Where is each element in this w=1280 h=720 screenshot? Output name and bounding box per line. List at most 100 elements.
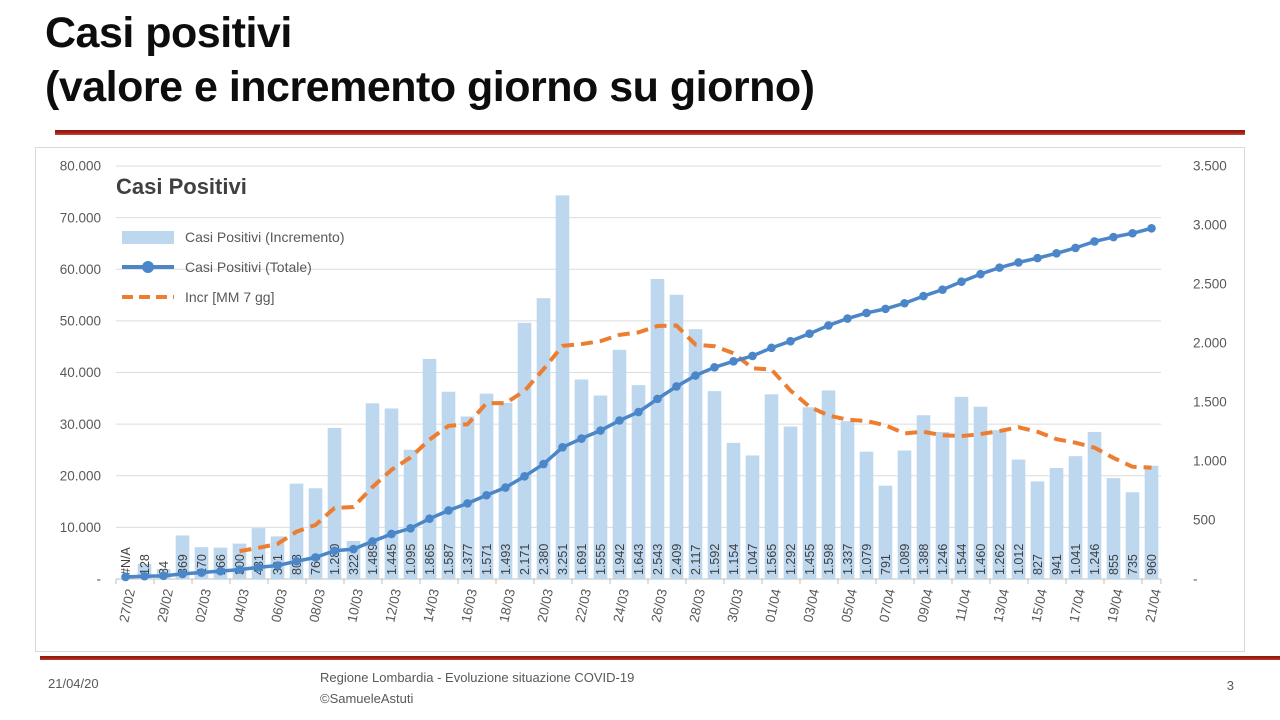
bar-value-label: 855 [1107,554,1121,575]
chart-legend: Casi Positivi (Incremento) Casi Positivi… [122,222,345,312]
x-axis-label: 29/02 [154,587,176,623]
totale-marker [273,561,282,570]
totale-marker [1033,253,1042,263]
x-axis-label: 22/03 [572,587,594,623]
totale-marker [539,459,548,469]
left-axis-label: 30.000 [60,417,101,432]
bar-value-label: 322 [347,554,361,575]
bar-value-label: 791 [879,554,893,575]
increment-bar [1011,459,1026,579]
x-axis-label: 06/03 [268,587,290,623]
increment-bar [1049,467,1064,579]
x-axis-label: 15/04 [1028,587,1050,624]
bar-value-label: 1.246 [1088,544,1102,575]
totale-marker [957,277,966,286]
x-axis-label: 16/03 [458,587,480,623]
chart-title: Casi Positivi [116,174,247,199]
footer-date: 21/04/20 [48,676,99,691]
bar-value-label: 1.493 [499,544,513,575]
x-axis-label: 03/04 [800,587,822,624]
increment-bar [726,442,741,579]
x-axis-label: 04/03 [230,587,252,623]
bar-value-label: 1.643 [632,544,646,575]
increment-bar [1068,456,1083,579]
left-axis-label: 50.000 [60,314,101,329]
page-number: 3 [1226,678,1234,693]
totale-marker [444,506,453,515]
totale-marker [558,442,567,452]
totale-marker [425,514,434,523]
increment-bar [1106,478,1121,579]
increment-bar [1144,465,1159,579]
mm7-line [239,323,1152,554]
increment-bar [1087,431,1102,579]
bar-value-label: 1.154 [727,544,741,575]
totale-marker [748,351,757,361]
increment-bar [479,393,494,579]
totale-marker [615,416,624,425]
bar-value-label: 735 [1126,554,1140,575]
bar-value-label: 1.544 [955,544,969,575]
totale-marker [368,537,377,546]
totale-marker [1071,243,1080,253]
increment-bar [422,358,437,579]
totale-marker [862,308,871,318]
bar-value-label: 1.587 [442,544,456,575]
totale-marker [178,569,187,579]
left-axis-label: 80.000 [60,159,101,174]
legend-label-totale: Casi Positivi (Totale) [185,259,312,275]
right-axis-label: 2.000 [1193,336,1227,351]
bar-value-label: 1.246 [936,544,950,575]
bar-value-label: 84 [157,561,171,575]
increment-bar [327,427,342,579]
plot-area: 80.000 70.000 60.000 50.000 40.000 30.000 20.0… [60,159,1227,624]
left-axis-label: 40.000 [60,365,101,380]
page-title: Casi positivi (valore e incremento giorn… [45,6,815,114]
x-axis-label: 13/04 [990,587,1012,624]
increment-bar [954,396,969,579]
bar-value-label: 1.047 [746,544,760,575]
increment-bar [1030,481,1045,579]
totale-marker [349,544,358,554]
page-title-line-1: Casi positivi [45,9,292,57]
totale-marker [672,382,681,391]
x-axis-label: 17/04 [1066,587,1088,624]
bar-value-label: 1.460 [974,544,988,575]
x-axis-label: 20/03 [534,587,556,623]
right-axis-label: - [1193,572,1198,587]
totale-marker [159,571,168,581]
legend-item-totale: Casi Positivi (Totale) [122,252,345,282]
bar-value-label: 2.117 [689,545,703,575]
totale-marker [596,426,605,435]
bar-value-label: #N/A [119,547,133,575]
bar-value-label: 1.262 [993,544,1007,575]
x-axis-label: 18/03 [496,587,518,623]
totale-marker [292,557,301,566]
totale-marker [311,553,320,562]
increment-bar [745,455,760,579]
totale-marker [577,434,586,443]
bar-value-label: 2.409 [670,544,684,575]
totale-marker [197,568,206,577]
bar-value-label: 3.251 [556,544,570,575]
bar-value-label: 960 [1145,554,1159,575]
bar-value-label: 128 [138,554,152,575]
right-axis-label: 3.000 [1193,218,1227,233]
totale-marker [235,565,244,574]
totale-marker [938,285,947,294]
bar-value-label: 1.041 [1069,544,1083,575]
x-axis-label: 27/02 [116,587,138,623]
increment-bar [973,406,988,579]
x-axis-label: 10/03 [344,587,366,623]
legend-swatch-line [122,261,174,273]
legend-item-mm7: Incr [MM 7 gg] [122,282,345,312]
x-axis-label: 14/03 [420,587,442,623]
totale-marker [767,343,776,353]
totale-marker [121,572,130,582]
legend-marker-dot [142,261,154,273]
totale-marker [919,291,928,301]
bar-value-label: 1.942 [613,544,627,575]
left-axis-label: 20.000 [60,468,101,483]
bar-value-label: 1.592 [708,544,722,575]
